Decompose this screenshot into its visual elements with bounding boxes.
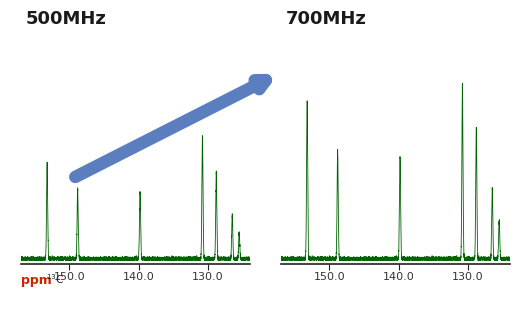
Text: 500MHz: 500MHz [26, 10, 107, 28]
Text: ppm: ppm [21, 274, 51, 287]
Text: $^{13}$C: $^{13}$C [46, 272, 64, 286]
Text: 700MHz: 700MHz [286, 10, 367, 28]
